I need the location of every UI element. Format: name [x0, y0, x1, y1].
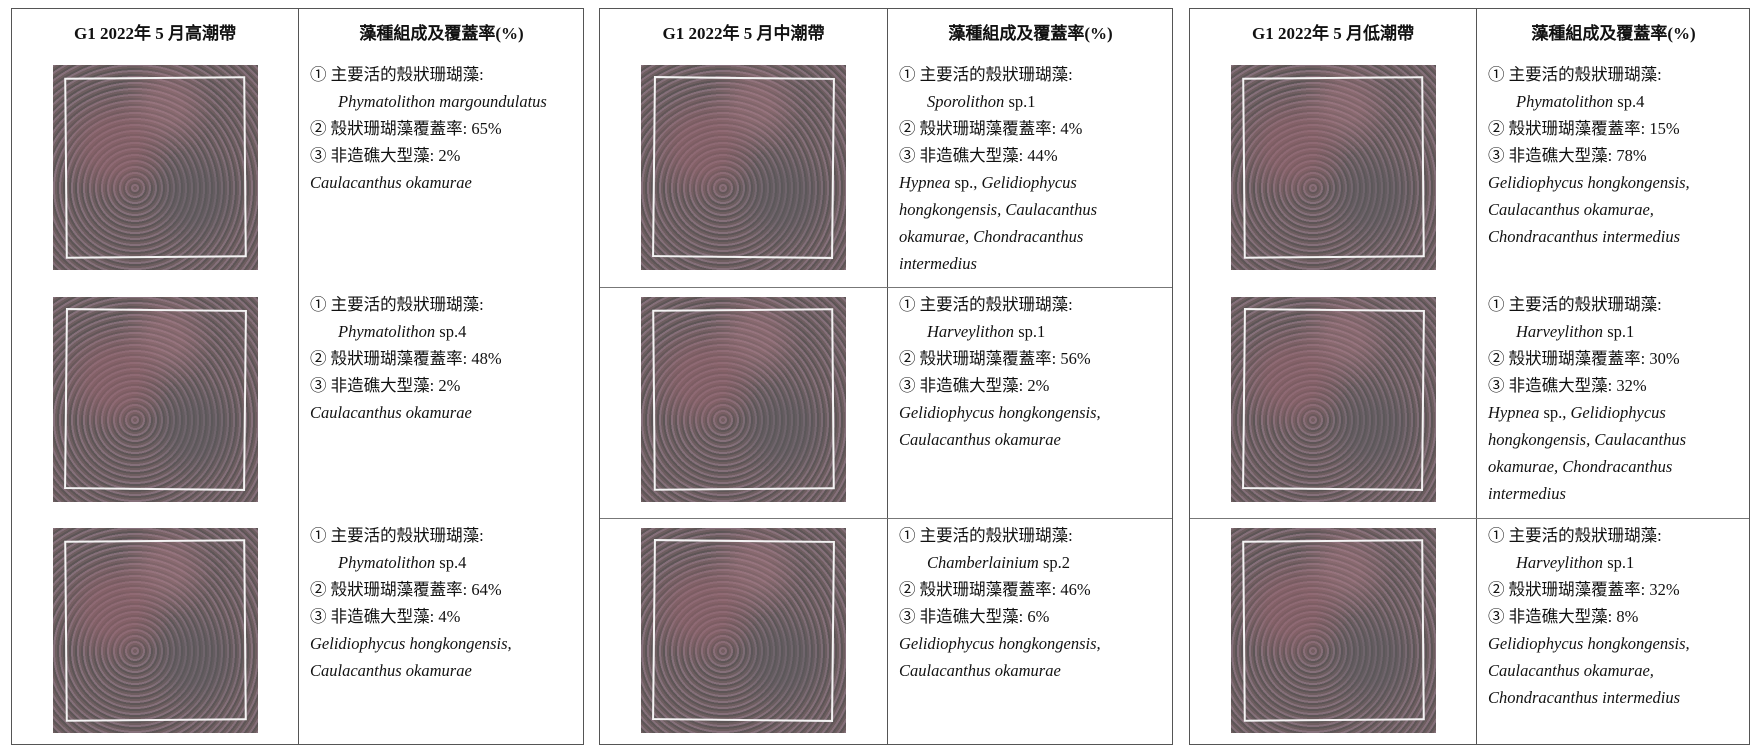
column-divider — [1476, 9, 1477, 744]
species-text: ① 主要活的殼狀珊瑚藻: Sporolithon sp.1 ② 殼狀珊瑚藻覆蓋率: … — [899, 61, 1164, 277]
macroalgae-species: Gelidiophycus hongkongensis, Caulacanthu… — [1488, 634, 1690, 707]
table: G1 2022年 5 月中潮帶 藻種組成及覆蓋率(%) ① 主要活的殼狀珊瑚藻: Sp… — [599, 8, 1173, 745]
quadrat-photo — [641, 65, 846, 270]
quadrat-frame — [1241, 539, 1425, 722]
dominant-species: Sporolithon sp.1 — [927, 92, 1036, 111]
coralline-cover: ② 殼狀珊瑚藻覆蓋率: 4% — [899, 119, 1083, 138]
quadrat-frame — [63, 76, 247, 259]
species-text: ① 主要活的殼狀珊瑚藻: Phymatolithon sp.4 ② 殼狀珊瑚藻覆蓋率… — [310, 522, 575, 684]
dominant-label: ① 主要活的殼狀珊瑚藻: — [1488, 526, 1662, 545]
quadrat-frame — [1241, 76, 1425, 259]
coralline-cover: ② 殼狀珊瑚藻覆蓋率: 32% — [1488, 580, 1680, 599]
quadrat-frame — [63, 539, 247, 722]
species-text: ① 主要活的殼狀珊瑚藻: Phymatolithon sp.4 ② 殼狀珊瑚藻覆蓋率… — [310, 291, 575, 426]
header-composition: 藻種組成及覆蓋率(%) — [359, 24, 524, 43]
coralline-cover: ② 殼狀珊瑚藻覆蓋率: 30% — [1488, 349, 1680, 368]
quadrat-frame — [652, 76, 835, 259]
dominant-label: ① 主要活的殼狀珊瑚藻: — [1488, 65, 1662, 84]
dominant-species: Phymatolithon sp.4 — [338, 322, 467, 341]
dominant-label: ① 主要活的殼狀珊瑚藻: — [310, 295, 484, 314]
species-text: ① 主要活的殼狀珊瑚藻: Harveylithon sp.1 ② 殼狀珊瑚藻覆蓋率:… — [1488, 291, 1741, 507]
quadrat-photo — [1230, 528, 1436, 733]
quadrat-frame — [63, 308, 247, 491]
macroalgae-species: Gelidiophycus hongkongensis, Caulacanthu… — [310, 634, 512, 680]
quadrat-photo — [52, 297, 258, 502]
table: G1 2022年 5 月低潮帶 藻種組成及覆蓋率(%) ① 主要活的殼狀珊瑚藻: Ph… — [1189, 8, 1750, 745]
coralline-cover: ② 殼狀珊瑚藻覆蓋率: 65% — [310, 119, 502, 138]
column-divider — [887, 9, 888, 744]
dominant-species: Phymatolithon sp.4 — [338, 553, 467, 572]
header-site: G1 2022年 5 月低潮帶 — [1252, 24, 1414, 43]
dominant-species: Harveylithon sp.1 — [1516, 553, 1635, 572]
quadrat-photo — [641, 528, 846, 733]
dominant-species: Harveylithon sp.1 — [927, 322, 1046, 341]
macroalgae-species: Hypnea sp., Gelidiophycus hongkongensis,… — [899, 173, 1097, 273]
column-divider — [298, 9, 299, 744]
quadrat-frame — [652, 539, 835, 722]
species-text: ① 主要活的殼狀珊瑚藻: Harveylithon sp.1 ② 殼狀珊瑚藻覆蓋率:… — [899, 291, 1164, 453]
row-divider — [600, 518, 1172, 519]
macroalgae-species: Gelidiophycus hongkongensis, Caulacanthu… — [899, 634, 1101, 680]
macroalgae-cover: ③ 非造礁大型藻: 2% — [310, 376, 461, 395]
header-site: G1 2022年 5 月中潮帶 — [662, 24, 825, 43]
dominant-species: Phymatolithon sp.4 — [1516, 92, 1645, 111]
macroalgae-cover: ③ 非造礁大型藻: 32% — [1488, 376, 1647, 395]
coralline-cover: ② 殼狀珊瑚藻覆蓋率: 56% — [899, 349, 1091, 368]
header-site: G1 2022年 5 月高潮帶 — [74, 24, 236, 43]
macroalgae-cover: ③ 非造礁大型藻: 78% — [1488, 146, 1647, 165]
quadrat-frame — [652, 308, 835, 491]
dominant-species: Harveylithon sp.1 — [1516, 322, 1635, 341]
coralline-cover: ② 殼狀珊瑚藻覆蓋率: 46% — [899, 580, 1091, 599]
header-composition: 藻種組成及覆蓋率(%) — [948, 24, 1113, 43]
dominant-label: ① 主要活的殼狀珊瑚藻: — [899, 526, 1073, 545]
macroalgae-cover: ③ 非造礁大型藻: 8% — [1488, 607, 1639, 626]
dominant-label: ① 主要活的殼狀珊瑚藻: — [899, 295, 1073, 314]
table: G1 2022年 5 月高潮帶 藻種組成及覆蓋率(%) ① 主要活的殼狀珊瑚藻: Ph… — [11, 8, 584, 745]
macroalgae-species: Caulacanthus okamurae — [310, 403, 472, 422]
coralline-cover: ② 殼狀珊瑚藻覆蓋率: 48% — [310, 349, 502, 368]
quadrat-photo — [1230, 65, 1436, 270]
macroalgae-cover: ③ 非造礁大型藻: 4% — [310, 607, 461, 626]
macroalgae-cover: ③ 非造礁大型藻: 44% — [899, 146, 1058, 165]
macroalgae-species: Gelidiophycus hongkongensis, Caulacanthu… — [899, 403, 1101, 449]
coralline-cover: ② 殼狀珊瑚藻覆蓋率: 64% — [310, 580, 502, 599]
dominant-species: Chamberlainium sp.2 — [927, 553, 1071, 572]
quadrat-photo — [1230, 297, 1436, 502]
macroalgae-species: Caulacanthus okamurae — [310, 173, 472, 192]
dominant-label: ① 主要活的殼狀珊瑚藻: — [1488, 295, 1662, 314]
macroalgae-cover: ③ 非造礁大型藻: 2% — [899, 376, 1050, 395]
species-text: ① 主要活的殼狀珊瑚藻: Chamberlainium sp.2 ② 殼狀珊瑚藻覆蓋… — [899, 522, 1164, 684]
coralline-cover: ② 殼狀珊瑚藻覆蓋率: 15% — [1488, 119, 1680, 138]
macroalgae-cover: ③ 非造礁大型藻: 2% — [310, 146, 461, 165]
macroalgae-cover: ③ 非造礁大型藻: 6% — [899, 607, 1050, 626]
quadrat-photo — [52, 65, 258, 270]
dominant-label: ① 主要活的殼狀珊瑚藻: — [310, 526, 484, 545]
species-text: ① 主要活的殼狀珊瑚藻: Harveylithon sp.1 ② 殼狀珊瑚藻覆蓋率:… — [1488, 522, 1741, 711]
macroalgae-species: Gelidiophycus hongkongensis, Caulacanthu… — [1488, 173, 1690, 246]
header-composition: 藻種組成及覆蓋率(%) — [1531, 24, 1696, 43]
row-divider — [600, 287, 1172, 288]
species-text: ① 主要活的殼狀珊瑚藻: Phymatolithon margoundulatus… — [310, 61, 575, 196]
dominant-label: ① 主要活的殼狀珊瑚藻: — [899, 65, 1073, 84]
quadrat-photo — [52, 528, 258, 733]
dominant-label: ① 主要活的殼狀珊瑚藻: — [310, 65, 484, 84]
row-divider — [1190, 518, 1749, 519]
species-text: ① 主要活的殼狀珊瑚藻: Phymatolithon sp.4 ② 殼狀珊瑚藻覆蓋率… — [1488, 61, 1741, 250]
macroalgae-species: Hypnea sp., Gelidiophycus hongkongensis,… — [1488, 403, 1686, 503]
quadrat-frame — [1241, 308, 1425, 491]
quadrat-photo — [641, 297, 846, 502]
dominant-species: Phymatolithon margoundulatus — [338, 92, 547, 111]
